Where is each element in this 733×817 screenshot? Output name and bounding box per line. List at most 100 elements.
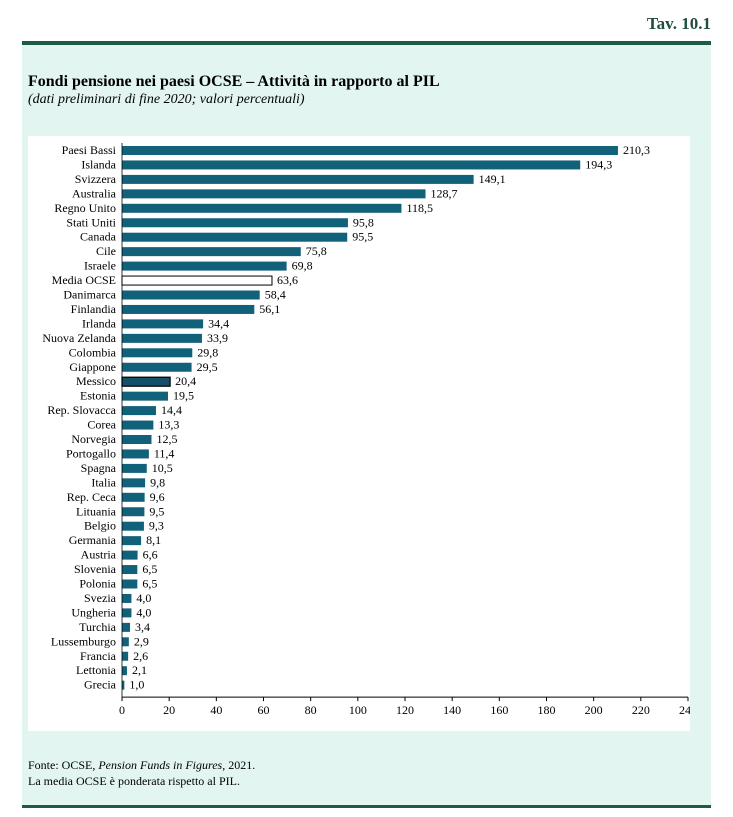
source-note: Fonte: OCSE, Pension Funds in Figures, 2…: [28, 758, 255, 773]
bar: [122, 189, 426, 199]
value-label: 4,0: [136, 605, 151, 619]
x-tick-label: 20: [163, 703, 175, 717]
chart-title: Fondi pensione nei paesi OCSE – Attività…: [28, 73, 440, 90]
x-tick-label: 80: [305, 703, 317, 717]
bar: [122, 608, 132, 618]
value-label: 3,4: [135, 620, 150, 634]
value-label: 63,6: [277, 273, 298, 287]
category-label: Austria: [81, 548, 117, 562]
bar: [122, 146, 618, 155]
value-label: 14,4: [161, 403, 182, 417]
value-label: 6,5: [142, 577, 157, 591]
value-label: 20,4: [175, 374, 196, 388]
bar: [122, 406, 156, 416]
table-number: Tav. 10.1: [646, 14, 711, 33]
value-label: 95,8: [353, 215, 374, 229]
value-label: 56,1: [259, 302, 280, 316]
category-label: Israele: [84, 259, 116, 273]
bar: [121, 376, 171, 387]
category-label: Polonia: [79, 577, 116, 591]
value-label: 149,1: [479, 172, 506, 186]
x-tick-label: 100: [349, 703, 367, 717]
bar: [122, 290, 260, 300]
category-label: Nuova Zelanda: [42, 331, 116, 345]
source-prefix: Fonte: OCSE,: [28, 758, 99, 772]
value-label: 118,5: [406, 201, 433, 215]
value-label: 9,5: [149, 504, 164, 518]
category-label: Colombia: [69, 345, 117, 359]
value-label: 1,0: [129, 678, 144, 692]
value-label: 33,9: [207, 331, 228, 345]
category-label: Corea: [87, 418, 116, 432]
category-label: Regno Unito: [54, 201, 116, 215]
bar: [122, 492, 145, 502]
chart-panel: Fondi pensione nei paesi OCSE – Attività…: [22, 45, 711, 805]
bar: [122, 550, 138, 560]
category-label: Germania: [69, 533, 117, 547]
value-label: 58,4: [265, 288, 286, 302]
bar: [122, 463, 147, 473]
chart-subtitle: (dati preliminari di fine 2020; valori p…: [28, 92, 305, 107]
category-label: Cile: [96, 244, 116, 258]
category-label: Finlandia: [71, 302, 117, 316]
x-tick-label: 180: [538, 703, 556, 717]
category-label: Islanda: [81, 157, 116, 171]
bar: [122, 579, 138, 589]
value-label: 95,5: [352, 230, 373, 244]
source-suffix: , 2021.: [222, 758, 256, 772]
bar-chart: Paesi Bassi 210,3 Islanda 194,3 Svizzera 149,…: [42, 143, 690, 717]
bar: [122, 348, 193, 358]
value-label: 11,4: [154, 446, 175, 460]
value-label: 75,8: [306, 244, 327, 258]
value-label: 12,5: [156, 432, 177, 446]
bar: [122, 593, 132, 603]
value-label: 9,8: [150, 475, 165, 489]
category-label: Lettonia: [76, 663, 117, 677]
category-label: Australia: [72, 186, 117, 200]
bar: [122, 232, 348, 242]
value-label: 8,1: [146, 533, 161, 547]
category-label: Irlanda: [82, 316, 117, 330]
bar: [122, 319, 204, 329]
value-label: 9,3: [149, 519, 164, 533]
category-label: Giappone: [69, 360, 116, 374]
category-label: Messico: [76, 374, 116, 388]
value-label: 9,6: [150, 490, 165, 504]
bar: [122, 536, 142, 546]
category-label: Grecia: [84, 678, 117, 692]
bar: [122, 449, 149, 459]
category-label: Lussemburgo: [51, 634, 116, 648]
value-label: 4,0: [136, 591, 151, 605]
x-tick-label: 120: [396, 703, 414, 717]
bar: [122, 261, 287, 271]
category-label: Slovenia: [74, 562, 117, 576]
x-tick-label: 0: [119, 703, 125, 717]
bar: [122, 680, 125, 690]
average-note: La media OCSE è ponderata rispetto al PI…: [28, 774, 240, 788]
category-label: Belgio: [84, 519, 116, 533]
bar: [122, 521, 144, 531]
x-tick-label: 60: [258, 703, 270, 717]
bar: [122, 203, 402, 213]
value-label: 2,6: [133, 649, 148, 663]
category-label: Rep. Slovacca: [47, 403, 116, 417]
chart-area: Paesi Bassi 210,3 Islanda 194,3 Svizzera 149,…: [28, 136, 690, 731]
bar: [122, 420, 154, 430]
bar: [122, 304, 255, 314]
value-label: 2,1: [132, 663, 147, 677]
value-label: 29,5: [197, 360, 218, 374]
bar: [122, 247, 301, 257]
bar: [122, 637, 129, 647]
category-label: Danimarca: [63, 288, 116, 302]
bar: [122, 507, 145, 517]
value-label: 69,8: [292, 259, 313, 273]
bar: [122, 174, 474, 184]
category-label: Svezia: [84, 591, 117, 605]
bar: [122, 666, 127, 676]
category-label: Stati Uniti: [66, 215, 116, 229]
x-tick-label: 40: [210, 703, 222, 717]
bar: [122, 565, 138, 575]
category-label: Norvegia: [71, 432, 116, 446]
value-label: 34,4: [208, 316, 229, 330]
category-label: Canada: [80, 230, 117, 244]
